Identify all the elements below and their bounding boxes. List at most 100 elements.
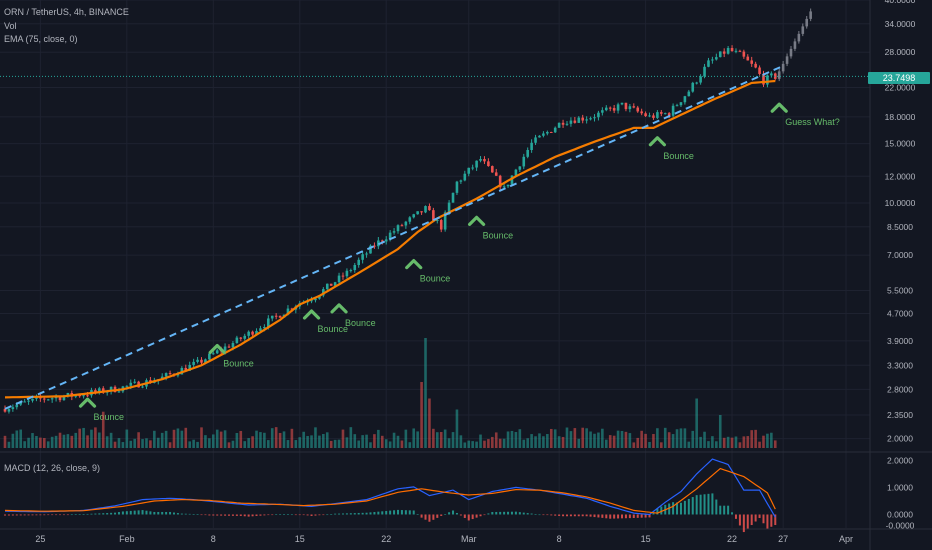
macd-histogram-bar <box>338 513 341 515</box>
volume-bar <box>388 441 392 448</box>
macd-histogram-bar <box>231 514 234 516</box>
candle-body <box>491 166 494 173</box>
candle-body <box>78 394 81 397</box>
volume-bar <box>259 432 262 448</box>
candle-body <box>208 353 211 360</box>
macd-histogram-bar <box>110 512 113 515</box>
candle-body <box>255 330 258 335</box>
macd-histogram-bar <box>365 512 368 515</box>
volume-bar <box>683 428 687 448</box>
candle-body <box>164 373 168 377</box>
volume-bar <box>82 427 85 448</box>
macd-histogram-bar <box>455 512 458 515</box>
macd-histogram-bar <box>94 513 97 515</box>
macd-histogram-bar <box>699 494 702 515</box>
volume-bar <box>718 415 722 448</box>
macd-histogram-bar <box>74 514 77 515</box>
macd-histogram-bar <box>397 509 399 515</box>
candle-body <box>530 142 533 151</box>
macd-histogram-bar <box>188 513 191 515</box>
macd-histogram-bar <box>212 514 215 516</box>
volume-bar <box>156 437 160 448</box>
volume-bar <box>223 430 227 448</box>
candle-body <box>498 175 502 188</box>
macd-histogram-bar <box>546 514 549 516</box>
symbol-legend[interactable]: ORN / TetherUS, 4h, BINANCE <box>4 7 129 17</box>
candle-body <box>679 102 683 106</box>
candle-body <box>612 108 616 111</box>
macd-histogram-bar <box>632 514 635 518</box>
volume-bar <box>349 427 353 448</box>
volume-bar <box>353 434 357 448</box>
volume-bar <box>231 440 235 448</box>
candle-body <box>329 283 333 286</box>
candle-body <box>94 390 97 392</box>
candle-body <box>196 359 199 362</box>
macd-histogram-bar <box>762 514 765 524</box>
candle-body <box>325 283 329 290</box>
candle-body <box>581 117 585 121</box>
volume-bar <box>149 440 152 448</box>
macd-histogram-bar <box>593 514 596 518</box>
candle-body <box>404 221 408 226</box>
candle-body <box>608 107 612 109</box>
volume-bar <box>667 432 671 448</box>
volume-bar <box>746 436 750 448</box>
volume-bar <box>561 436 565 448</box>
macd-histogram-bar <box>565 514 568 517</box>
volume-bar <box>86 435 89 448</box>
macd-histogram-bar <box>581 514 584 517</box>
candle-body <box>518 166 522 170</box>
macd-histogram-bar <box>424 514 427 520</box>
macd-histogram-bar <box>695 495 698 515</box>
macd-histogram-bar <box>624 514 627 519</box>
candle-body <box>251 331 254 335</box>
macd-histogram-bar <box>125 511 128 515</box>
annotation-label: Bounce <box>318 324 349 334</box>
price-tick-label: 4.7000 <box>887 308 913 318</box>
volume-bar <box>420 382 423 448</box>
volume-bar <box>365 434 368 448</box>
candle-body <box>553 127 557 133</box>
candle-body <box>125 385 129 387</box>
volume-bar <box>117 438 121 448</box>
macd-histogram-bar <box>703 494 706 515</box>
candle-body <box>211 353 215 355</box>
volume-bar <box>145 438 148 448</box>
volume-legend[interactable]: Vol <box>4 21 17 31</box>
macd-legend[interactable]: MACD (12, 26, close, 9) <box>4 463 101 473</box>
macd-histogram-bar <box>192 514 195 515</box>
macd-histogram-bar <box>145 510 148 515</box>
volume-bar <box>447 438 451 448</box>
candle-body <box>247 331 250 336</box>
macd-histogram-bar <box>754 514 757 522</box>
macd-histogram-bar <box>263 514 266 516</box>
macd-histogram-bar <box>766 514 769 529</box>
candle-body <box>620 102 624 105</box>
candle-body <box>27 400 30 402</box>
price-tick-label: 5.5000 <box>887 285 913 295</box>
candle-body <box>534 137 537 143</box>
candle-body <box>758 67 761 74</box>
candle-body <box>188 364 192 371</box>
volume-bar <box>455 409 459 448</box>
candle-body <box>231 343 235 348</box>
volume-bar <box>392 432 396 448</box>
ema-legend[interactable]: EMA (75, close, 0) <box>4 34 78 44</box>
macd-histogram-bar <box>161 511 164 515</box>
macd-histogram-bar <box>345 513 348 515</box>
volume-bar <box>373 434 376 448</box>
volume-bar <box>247 438 250 448</box>
volume-bar <box>416 431 419 448</box>
macd-histogram-bar <box>326 514 329 516</box>
macd-histogram-bar <box>648 514 651 518</box>
price-tick-label: 18.0000 <box>885 112 916 122</box>
macd-histogram-bar <box>758 514 761 518</box>
macd-histogram-bar <box>428 514 431 522</box>
candle-body <box>192 361 195 365</box>
macd-histogram-bar <box>114 512 117 515</box>
volume-bar <box>542 436 545 448</box>
candle-body <box>648 115 651 117</box>
macd-histogram-bar <box>43 514 46 516</box>
